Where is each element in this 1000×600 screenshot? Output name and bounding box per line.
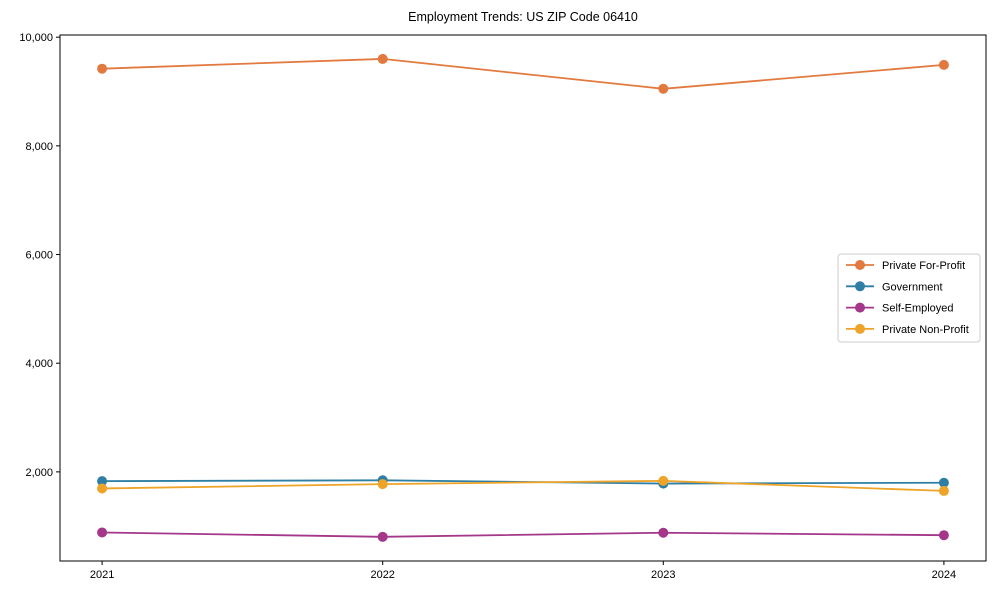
legend-label-private-non-profit: Private Non-Profit bbox=[882, 324, 969, 336]
legend-box bbox=[837, 253, 981, 343]
x-tick-label: 2022 bbox=[370, 569, 394, 581]
y-tick-label: 4,000 bbox=[25, 358, 53, 370]
data-point-private-for-profit-2023 bbox=[658, 83, 669, 94]
data-point-self-employed-2023 bbox=[658, 527, 669, 538]
y-tick-label: 10,000 bbox=[19, 32, 53, 44]
legend-label-private-for-profit: Private For-Profit bbox=[882, 260, 965, 272]
data-point-private-for-profit-2022 bbox=[377, 53, 388, 64]
data-point-private-for-profit-2024 bbox=[938, 59, 949, 70]
data-point-private-non-profit-2021 bbox=[97, 483, 108, 494]
legend-label-government: Government bbox=[882, 281, 943, 293]
series-line-private-for-profit bbox=[102, 58, 944, 90]
chart-title: Employment Trends: US ZIP Code 06410 bbox=[408, 10, 638, 24]
legend-marker-government bbox=[855, 281, 865, 292]
series-line-self-employed bbox=[102, 531, 944, 538]
x-tick-label: 2024 bbox=[932, 569, 956, 581]
data-point-private-for-profit-2021 bbox=[97, 63, 108, 74]
data-point-government-2024 bbox=[938, 477, 949, 488]
data-point-self-employed-2024 bbox=[938, 530, 949, 541]
legend-marker-private-non-profit bbox=[855, 323, 865, 334]
x-tick-label: 2023 bbox=[651, 569, 675, 581]
data-point-self-employed-2022 bbox=[377, 531, 388, 542]
legend-label-self-employed: Self-Employed bbox=[882, 303, 954, 315]
data-point-private-non-profit-2024 bbox=[938, 485, 949, 496]
data-point-private-non-profit-2022 bbox=[377, 479, 388, 490]
plot-border bbox=[59, 34, 987, 562]
y-tick-label: 6,000 bbox=[25, 250, 53, 262]
legend: Private For-Profit Government Self-Employe… bbox=[837, 253, 981, 343]
data-point-government-2021 bbox=[97, 476, 108, 487]
data-point-private-non-profit-2023 bbox=[658, 475, 669, 486]
legend-marker-self-employed bbox=[855, 302, 865, 313]
y-tick-label: 2,000 bbox=[25, 467, 53, 479]
x-tick-label: 2021 bbox=[90, 569, 114, 581]
legend-marker-private-for-profit bbox=[855, 260, 865, 270]
data-point-self-employed-2021 bbox=[97, 527, 108, 538]
series-line-private-non-profit bbox=[102, 479, 944, 492]
y-tick-label: 8,000 bbox=[25, 141, 53, 153]
